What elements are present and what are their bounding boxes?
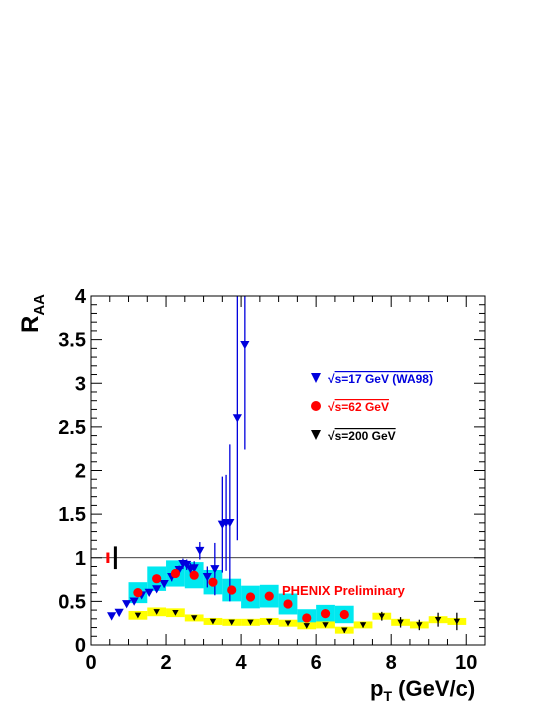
x-tick-label-3: 6 <box>311 652 322 674</box>
point-0-9 <box>174 566 184 575</box>
point-1-2 <box>170 568 181 579</box>
point-2-5 <box>228 619 235 626</box>
legend-label-17gev-text: s=17 GeV (WA98) <box>335 372 433 386</box>
y-tick-label-3: 1.5 <box>58 504 86 526</box>
point-1-10 <box>320 608 331 619</box>
y-tick-label-0: 0 <box>75 635 86 657</box>
point-1-11 <box>339 609 349 620</box>
point-0-19 <box>225 518 235 528</box>
point-2-8 <box>284 620 292 627</box>
point-2-14 <box>397 619 404 626</box>
point-0-6 <box>152 585 162 594</box>
legend-marker-62gev <box>311 401 321 411</box>
y-tick-label-7: 3.5 <box>58 330 86 352</box>
axis-tick-labels: 0 2 4 6 8 10 0 0.5 1 1.5 2 2.5 3 3.5 4 <box>58 286 477 674</box>
y-tick-label-8: 4 <box>75 286 87 308</box>
point-2-6 <box>247 619 254 626</box>
point-0-3 <box>129 597 139 606</box>
phenix-preliminary-label: PHENIX Preliminary <box>282 583 406 598</box>
x-axis-title: pT (GeV/c) <box>370 676 475 704</box>
y-tick-label-5: 2.5 <box>58 417 86 439</box>
y-axis-title-main: R <box>17 316 44 333</box>
point-2-2 <box>172 609 179 616</box>
point-2-9 <box>303 623 310 629</box>
point-1-0 <box>133 588 143 598</box>
legend-label-17gev-root: √ <box>328 372 335 386</box>
point-2-15 <box>416 622 423 628</box>
point-1-3 <box>189 570 199 580</box>
x-tick-label-2: 4 <box>236 652 248 674</box>
point-2-3 <box>190 615 198 621</box>
y-tick-label-1: 0.5 <box>58 591 86 613</box>
point-2-1 <box>153 609 160 615</box>
point-1-4 <box>208 577 218 587</box>
point-0-1 <box>114 608 124 618</box>
axis-ticks <box>90 295 486 646</box>
point-2-13 <box>378 613 386 620</box>
point-1-6 <box>245 592 256 602</box>
x-axis-title-main: p <box>370 676 383 701</box>
x-tick-label-0: 0 <box>85 652 96 674</box>
point-1-8 <box>283 599 293 609</box>
legend-label-200gev-text: s=200 GeV <box>335 429 396 443</box>
point-0-0 <box>107 612 117 621</box>
point-0-21 <box>240 340 250 350</box>
point-0-20 <box>232 414 242 423</box>
reference-line-layer <box>91 546 485 570</box>
data-points-layer <box>107 296 461 634</box>
point-0-7 <box>159 580 169 589</box>
legend-label-200gev: √s=200 GeV <box>328 429 396 443</box>
y-axis-title-sub: AA <box>31 294 48 316</box>
point-2-4 <box>209 618 217 625</box>
point-2-7 <box>266 618 273 625</box>
point-1-1 <box>152 574 162 584</box>
point-0-16 <box>210 565 220 574</box>
x-tick-label-4: 8 <box>386 652 397 674</box>
y-tick-label-4: 2 <box>75 461 86 483</box>
point-0-13 <box>189 564 199 573</box>
point-2-16 <box>434 616 442 623</box>
y-tick-label-6: 3 <box>75 373 86 395</box>
x-tick-label-1: 2 <box>160 652 171 674</box>
y-tick-label-2: 1 <box>75 548 86 570</box>
x-axis-title-rest: (GeV/c) <box>392 676 475 701</box>
point-2-11 <box>341 627 348 634</box>
legend-marker-17gev <box>311 373 321 383</box>
x-tick-label-5: 10 <box>455 652 477 674</box>
legend-label-62gev-root: √ <box>328 400 335 414</box>
point-2-12 <box>359 622 367 628</box>
x-axis-title-sub: T <box>383 688 392 704</box>
point-1-7 <box>264 591 274 601</box>
y-axis-title: RAA <box>17 294 48 333</box>
point-0-14 <box>195 546 205 556</box>
point-1-9 <box>302 613 312 623</box>
legend: √s=17 GeV (WA98) √s=62 GeV √s=200 GeV <box>311 372 433 443</box>
legend-label-62gev-text: s=62 GeV <box>335 400 389 414</box>
legend-label-17gev: √s=17 GeV (WA98) <box>328 372 433 386</box>
legend-label-62gev: √s=62 GeV <box>328 400 389 414</box>
point-1-5 <box>227 585 237 595</box>
point-0-15 <box>202 573 212 582</box>
point-0-2 <box>122 600 132 609</box>
legend-marker-200gev <box>311 430 321 440</box>
point-2-0 <box>134 612 142 619</box>
point-0-11 <box>182 560 192 570</box>
point-2-10 <box>322 622 329 628</box>
point-0-5 <box>144 588 154 598</box>
point-2-17 <box>453 618 461 625</box>
legend-label-200gev-root: √ <box>328 429 335 443</box>
